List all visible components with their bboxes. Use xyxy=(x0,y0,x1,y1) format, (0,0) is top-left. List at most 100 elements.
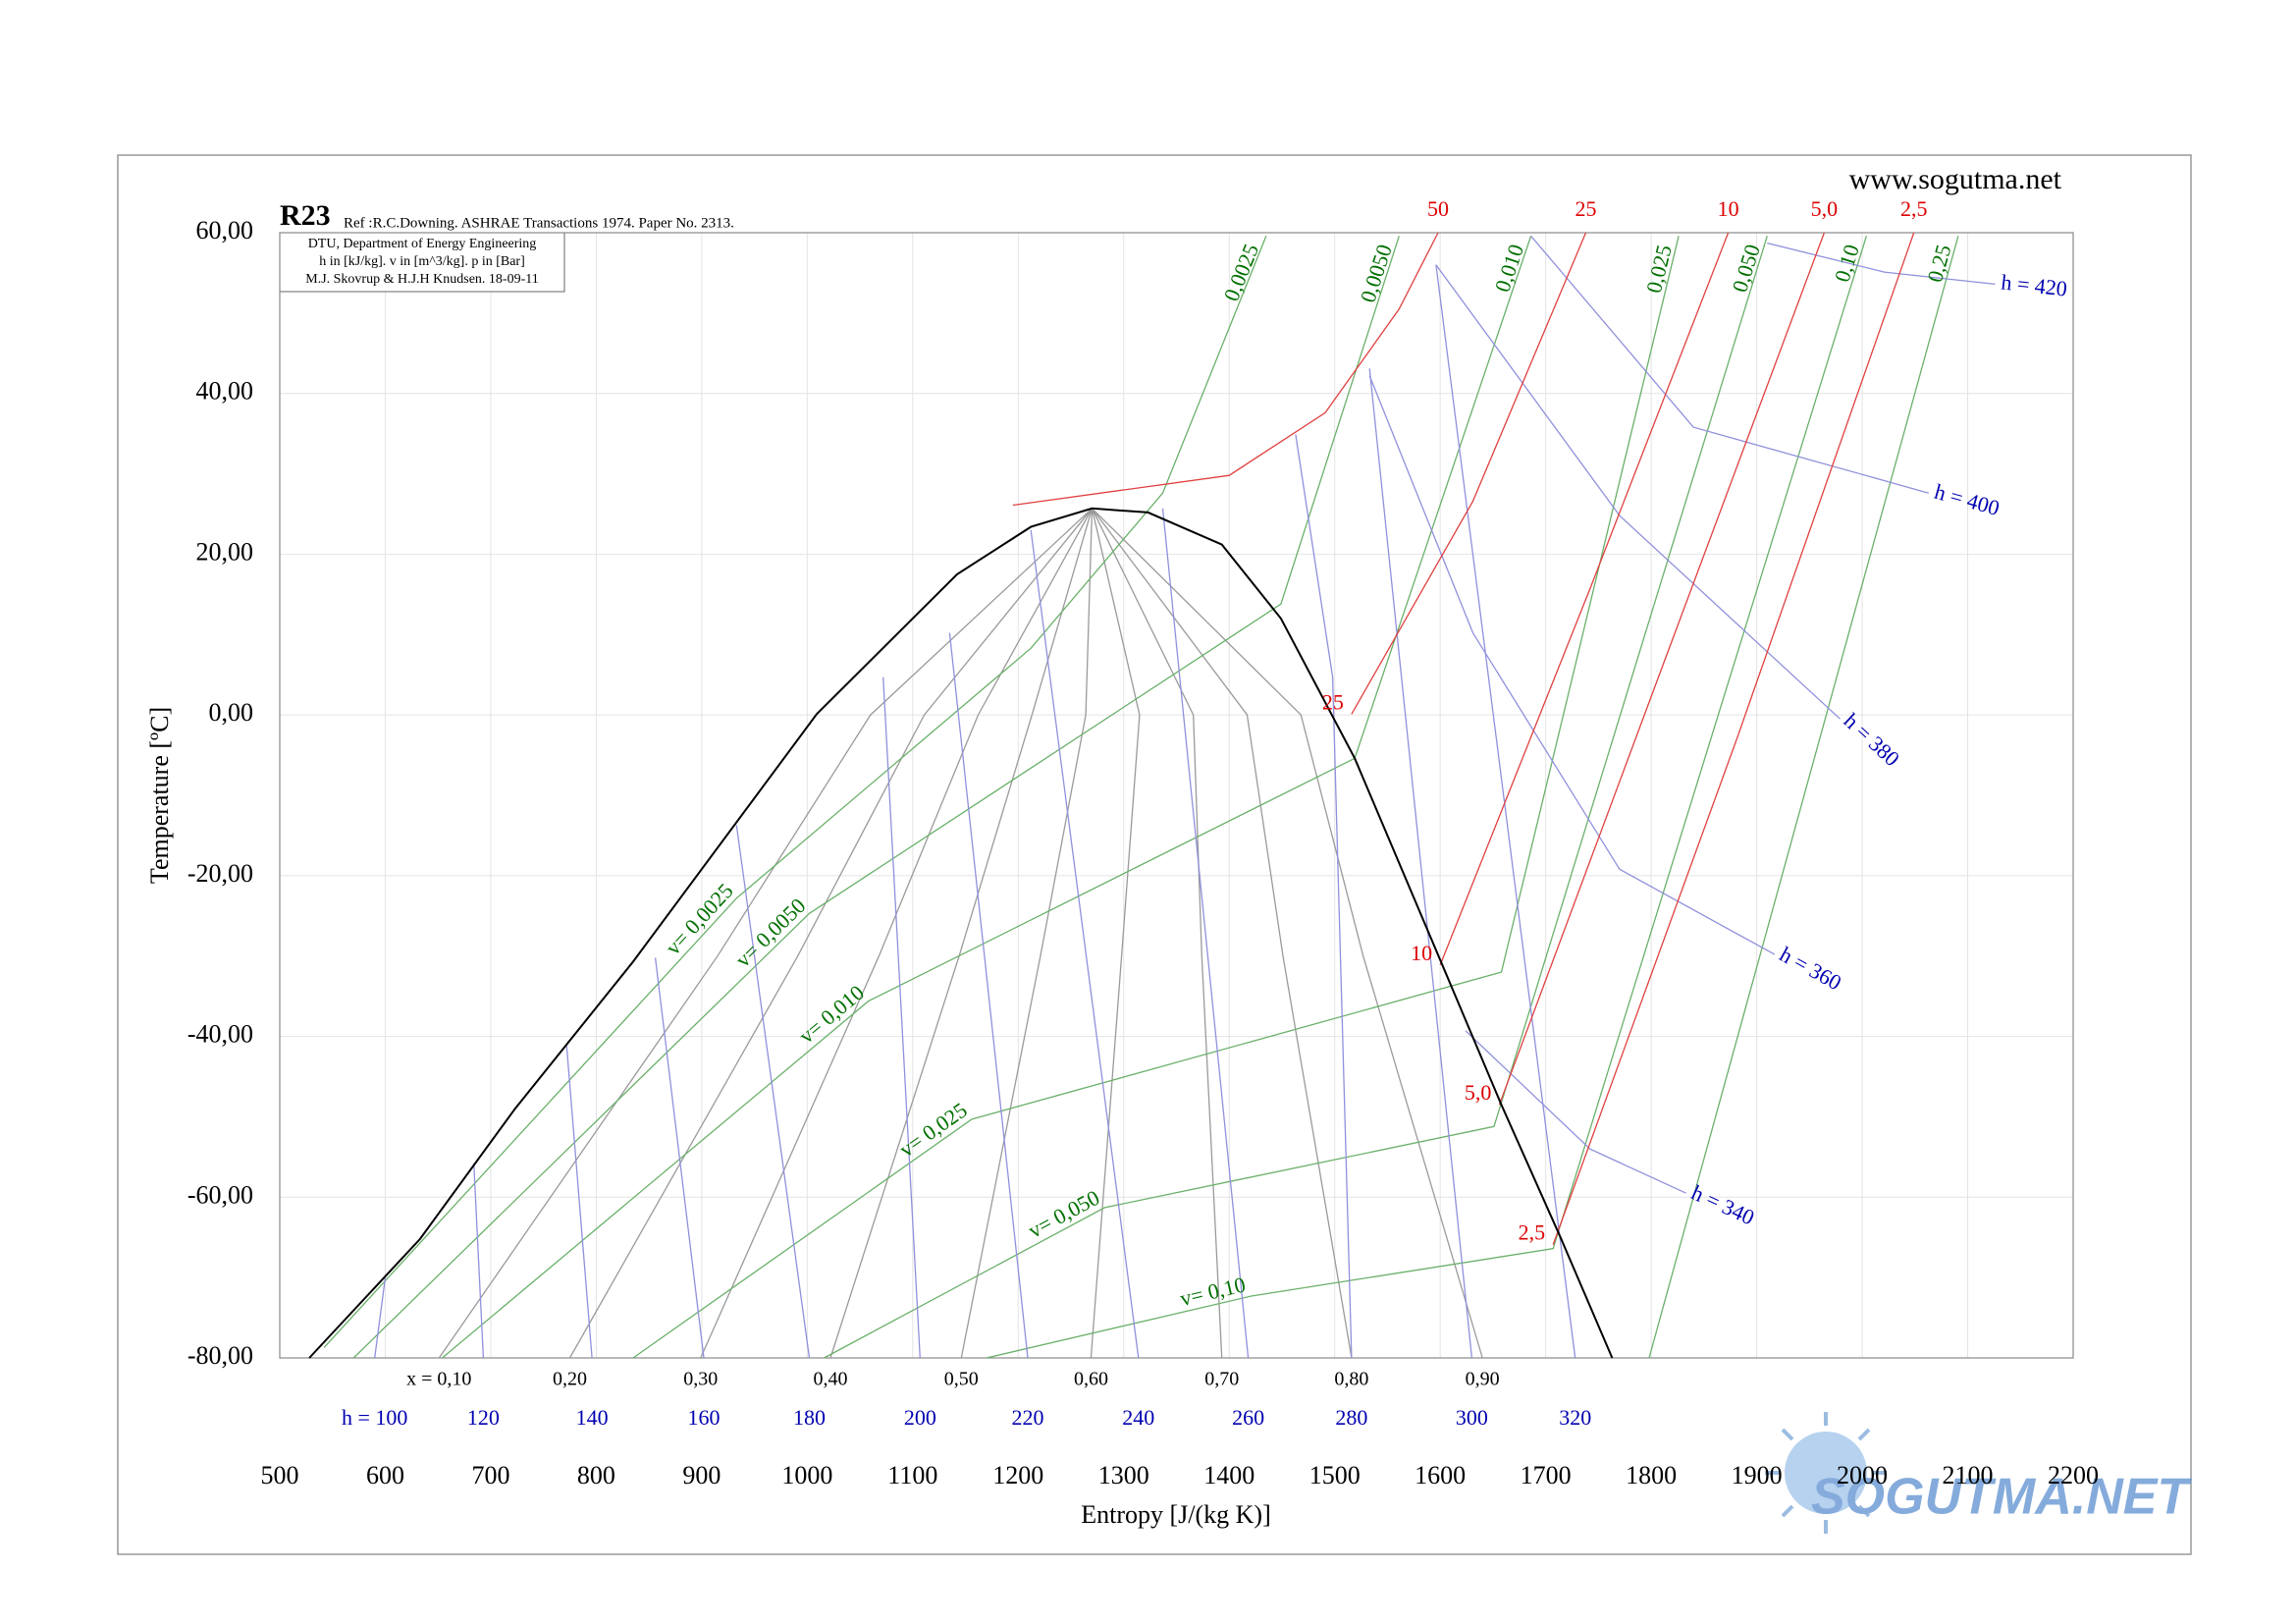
isenthalp-label: 140 xyxy=(576,1405,609,1430)
isenthalp-label: 280 xyxy=(1335,1405,1367,1430)
x-tick-label: 1400 xyxy=(1203,1461,1255,1489)
x-tick-label: 800 xyxy=(577,1461,615,1489)
y-tick-label: -20,00 xyxy=(187,859,253,888)
isochore-label: 0,25 xyxy=(1922,242,1955,285)
quality-label: 0,30 xyxy=(683,1369,718,1390)
x-tick-label: 1800 xyxy=(1626,1461,1677,1489)
curve xyxy=(986,236,1868,1359)
curve xyxy=(1767,242,1996,286)
x-tick-label: 1300 xyxy=(1098,1461,1149,1489)
isenthalp-label: h = 340 xyxy=(1687,1180,1758,1230)
x-tick-label: 600 xyxy=(366,1461,404,1489)
curve xyxy=(374,1277,387,1359)
curve xyxy=(1351,232,1587,715)
x-tick-label: 500 xyxy=(261,1461,299,1489)
info-line: h in [kJ/kg]. v in [m^3/kg]. p in [Bar] xyxy=(319,254,525,269)
y-tick-label: 60,00 xyxy=(196,216,254,244)
quality-label: 0,70 xyxy=(1204,1369,1239,1390)
x-tick-label: 1500 xyxy=(1309,1461,1361,1489)
curve xyxy=(1439,232,1730,965)
curve xyxy=(352,236,1400,1359)
isenthalp-label: 120 xyxy=(467,1405,500,1430)
curve xyxy=(1435,264,1576,1359)
watermark-logo: SOGUTMA.NET xyxy=(1765,1412,2192,1534)
curve xyxy=(1092,508,1483,1359)
curve xyxy=(1530,235,1929,494)
curve xyxy=(1368,368,1473,1359)
quality-label: 0,60 xyxy=(1074,1369,1108,1390)
x-tick-label: 2000 xyxy=(1837,1461,1888,1489)
isenthalp-label: 160 xyxy=(688,1405,721,1430)
curve xyxy=(1648,236,1959,1359)
x-tick-label: 2200 xyxy=(2048,1461,2099,1489)
isenthalp-label: 220 xyxy=(1011,1405,1043,1430)
info-line: M.J. Skovrup & H.J.H Knudsen. 18-09-11 xyxy=(305,272,538,287)
x-tick-label: 900 xyxy=(682,1461,721,1489)
reference: Ref :R.C.Downing. ASHRAE Transactions 19… xyxy=(344,215,734,231)
curve xyxy=(565,1046,593,1359)
quality-label: 0,50 xyxy=(944,1369,979,1390)
isenthalp-label: 200 xyxy=(904,1405,936,1430)
watermark-text: SOGUTMA.NET xyxy=(1811,1469,2192,1526)
x-tick-label: 1700 xyxy=(1521,1461,1572,1489)
x-tick-label: 1900 xyxy=(1732,1461,1783,1489)
isochore-label: 0,010 xyxy=(1490,242,1528,296)
chart-title: R23 xyxy=(280,199,331,232)
isobar-label: 25 xyxy=(1575,196,1596,221)
curve xyxy=(1161,508,1250,1359)
curve xyxy=(1368,375,1776,955)
isochore-label: 0,0050 xyxy=(1356,242,1397,305)
isobar-label: 5,0 xyxy=(1465,1080,1492,1105)
curve xyxy=(1091,508,1223,1359)
curve xyxy=(1435,264,1841,720)
curve xyxy=(1295,434,1353,1359)
curve xyxy=(948,632,1029,1359)
isenthalp-label: 240 xyxy=(1122,1405,1154,1430)
isobar-label: 2,5 xyxy=(1519,1220,1546,1245)
isobar-label: 10 xyxy=(1718,196,1739,221)
curve xyxy=(735,825,811,1359)
info-box xyxy=(279,232,565,293)
curve xyxy=(1030,529,1140,1359)
isochore-label: v= 0,010 xyxy=(794,980,869,1048)
y-tick-label: -40,00 xyxy=(187,1020,253,1049)
isenthalp-label: h = 420 xyxy=(2000,270,2068,301)
isobar-label: 25 xyxy=(1322,689,1344,714)
curve xyxy=(473,1163,485,1359)
curve xyxy=(1012,232,1439,507)
isochore-label: 0,0025 xyxy=(1218,241,1263,304)
x-tick-label: 1600 xyxy=(1415,1461,1466,1489)
isochore-label: 0,050 xyxy=(1727,242,1764,296)
curve xyxy=(654,957,705,1359)
curve xyxy=(882,677,921,1359)
curve xyxy=(442,236,1532,1359)
plot-area xyxy=(279,232,2074,1359)
isobar-label: 50 xyxy=(1427,196,1449,221)
quality-label: 0,40 xyxy=(813,1369,847,1390)
isenthalp-label: h = 100 xyxy=(342,1405,407,1430)
curve xyxy=(960,508,1094,1359)
curve xyxy=(438,508,1093,1359)
isenthalp-label: 260 xyxy=(1232,1405,1264,1430)
x-tick-label: 700 xyxy=(471,1461,509,1489)
isochore-label: 0,10 xyxy=(1830,242,1864,285)
quality-label: 0,90 xyxy=(1466,1369,1500,1390)
curve xyxy=(824,236,1768,1359)
curve xyxy=(1498,232,1826,1106)
isenthalp-label: h = 400 xyxy=(1932,479,2002,520)
curve xyxy=(1091,508,1353,1359)
x-axis-title: Entropy [J/(kg K)] xyxy=(1081,1500,1271,1529)
isobar-label: 2,5 xyxy=(1900,196,1928,221)
isenthalp-label: 300 xyxy=(1456,1405,1488,1430)
y-tick-label: -60,00 xyxy=(187,1180,253,1209)
website: www.sogutma.net xyxy=(1849,163,2062,195)
isenthalp-label: h = 380 xyxy=(1840,708,1905,771)
curve xyxy=(323,236,1267,1348)
info-line: DTU, Department of Energy Engineering xyxy=(308,237,537,251)
curve xyxy=(1465,1030,1686,1194)
curve xyxy=(632,236,1680,1359)
frame xyxy=(117,154,2192,1555)
y-tick-label: -80,00 xyxy=(187,1341,253,1370)
